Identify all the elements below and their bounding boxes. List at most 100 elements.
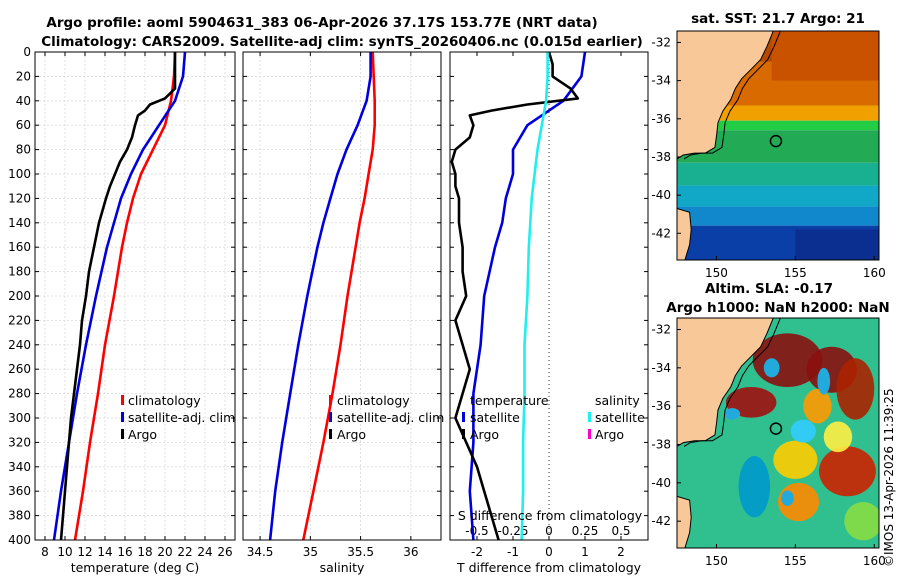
map-content — [677, 318, 879, 548]
y-tick-label: 360 — [8, 484, 31, 498]
legend-swatch-t-satellite — [462, 412, 465, 422]
y-tick-label: 160 — [8, 240, 31, 254]
y-tick-label: 400 — [8, 533, 31, 547]
sla-anomaly-blob — [836, 358, 875, 420]
y-tick-label: 200 — [8, 289, 31, 303]
legend-t-argo: Argo — [470, 427, 499, 442]
legend-satellite-adj-clim: satellite-adj. clim — [128, 410, 235, 425]
shelf-contour — [683, 318, 781, 447]
salinity-legend: climatology satellite-adj. clim Argo — [329, 393, 444, 442]
y-tick-label: 60 — [16, 118, 31, 132]
legend-salinity-header: salinity — [595, 393, 640, 408]
land-tasmania — [677, 207, 692, 260]
x-tick-label: 34.5 — [247, 545, 274, 559]
map-y-tick-label: -38 — [651, 150, 671, 164]
argo-position-marker — [769, 134, 783, 148]
map-y-tick-label: -38 — [651, 438, 671, 452]
x-tick-label: 8 — [41, 545, 49, 559]
x2-tick-label: -0.25 — [497, 524, 528, 538]
y-tick-label: 320 — [8, 435, 31, 449]
legend-swatch-s-argo — [588, 429, 591, 439]
y-tick-label: 180 — [8, 265, 31, 279]
figure-title-line1: Argo profile: aoml 5904631_383 06-Apr-20… — [46, 15, 597, 31]
series-line-temperature-satellite — [468, 51, 587, 541]
map-x-tick-label: 155 — [784, 266, 807, 280]
x2-tick-label: -0.5 — [465, 524, 488, 538]
sst-warm-core — [771, 31, 879, 81]
argo-position-marker — [769, 422, 783, 435]
map-y-tick-label: -32 — [651, 35, 671, 49]
map-y-tick-label: -34 — [651, 361, 671, 375]
salinity-panel: 34.5 35 35.5 36 — [242, 51, 442, 559]
y-tick-label: 260 — [8, 362, 31, 376]
legend-argo: Argo — [128, 427, 157, 442]
series-line-climatology — [302, 51, 377, 541]
y-tick-label: 240 — [8, 338, 31, 352]
map-x-tick-label: 160 — [863, 554, 886, 568]
y-tick-label: 300 — [8, 411, 31, 425]
map-y-tick-label: -36 — [651, 399, 671, 413]
x2-tick-label: 0 — [545, 524, 553, 538]
sla-map-title-line1: Altim. SLA: -0.17 — [705, 281, 833, 297]
legend-swatch-t-argo — [462, 429, 465, 439]
map-frame — [676, 317, 880, 549]
legend-swatch-argo — [121, 429, 124, 439]
legend-satellite-adj-clim: satellite-adj. clim — [337, 410, 444, 425]
legend-t-satellite: satellite — [470, 410, 520, 425]
temperature-legend: climatology satellite-adj. clim Argo — [121, 393, 235, 442]
plot-frame — [242, 51, 442, 541]
y-tick-label: 0 — [23, 45, 31, 59]
temperature-axis-label: temperature (deg C) — [71, 560, 200, 575]
land-mainland — [677, 31, 774, 159]
y-tick-label: 280 — [8, 387, 31, 401]
x-tick-label: 36 — [403, 545, 418, 559]
land-mainland — [677, 318, 774, 447]
legend-swatch-climatology — [121, 395, 124, 405]
y-tick-label: 40 — [16, 94, 31, 108]
shelf-contour — [683, 31, 781, 160]
map-content — [677, 31, 879, 260]
sla-eddy — [781, 490, 794, 506]
y-tick-label: 120 — [8, 191, 31, 205]
sla-map-title-line2: Argo h1000: NaN h2000: NaN — [666, 300, 889, 316]
y-tick-label: 140 — [8, 216, 31, 230]
sla-anomaly-blob — [790, 419, 816, 443]
y-tick-label: 80 — [16, 143, 31, 157]
sst-cold-zone — [795, 229, 879, 260]
legend-s-argo: Argo — [595, 427, 624, 442]
y-tick-label: 340 — [8, 460, 31, 474]
sst-band — [677, 120, 879, 131]
legend-swatch-satellite — [329, 412, 332, 422]
plot-frame — [34, 51, 236, 541]
t-difference-axis-label: T difference from climatology — [456, 560, 642, 575]
y-tick-label: 220 — [8, 313, 31, 327]
map-x-tick-label: 150 — [705, 266, 728, 280]
x-tick-label: 35 — [303, 545, 318, 559]
imos-watermark: ©IMOS 13-Apr-2026 11:39:25 — [882, 388, 896, 567]
difference-legend: temperature satellite Argo salinity sate… — [462, 393, 645, 442]
map-y-tick-label: -40 — [651, 476, 671, 490]
plot-frame — [449, 51, 649, 541]
y-tick-label: 380 — [8, 509, 31, 523]
legend-climatology: climatology — [128, 393, 201, 408]
x-tick-label: 35.5 — [347, 545, 374, 559]
map-x-tick-label: 155 — [784, 554, 807, 568]
x-tick-label: 26 — [217, 545, 232, 559]
sst-map-title: sat. SST: 21.7 Argo: 21 — [691, 11, 865, 27]
sst-band — [677, 185, 879, 207]
sla-anomaly-blob — [725, 387, 777, 418]
x-tick-label: 0 — [545, 545, 553, 559]
x-tick-label: -2 — [471, 545, 483, 559]
map-x-tick-label: 150 — [705, 554, 728, 568]
s-difference-axis-label: S difference from climatology — [458, 508, 643, 523]
sla-anomaly-blob — [819, 446, 876, 497]
legend-climatology: climatology — [337, 393, 410, 408]
y-tick-label: 20 — [16, 69, 31, 83]
x-tick-label: 1 — [581, 545, 589, 559]
sla-eddy — [763, 358, 780, 378]
legend-swatch-satellite — [121, 412, 124, 422]
x-tick-label: 20 — [157, 545, 172, 559]
map-frame — [676, 30, 880, 261]
map-y-tick-label: -40 — [651, 188, 671, 202]
